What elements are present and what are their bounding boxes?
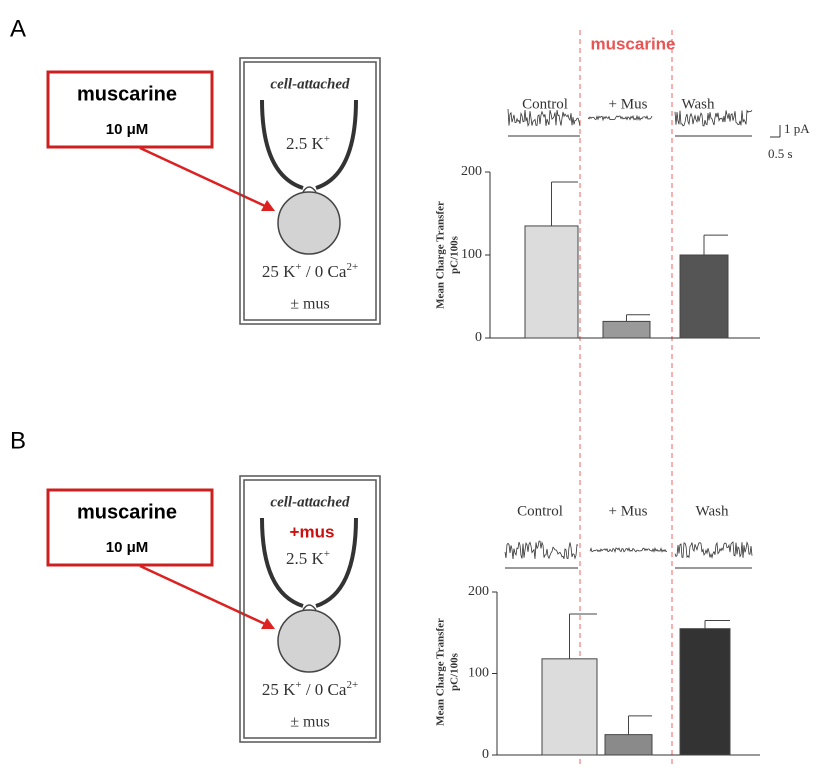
bar: [680, 629, 730, 755]
current-trace: [590, 548, 667, 552]
stimulus-dose: 10 μM: [106, 539, 149, 556]
bar: [680, 255, 728, 338]
current-trace: [588, 116, 652, 120]
diagram-title: cell-attached: [270, 494, 350, 510]
pipette-solution-part: +: [324, 548, 330, 560]
arrow: [140, 566, 265, 624]
category-label: Control: [517, 503, 563, 519]
y-axis-label: pC/100s: [449, 652, 461, 691]
y-tick-label: 100: [461, 247, 482, 262]
bar: [605, 735, 652, 755]
y-axis-label: Mean Charge Transfer: [435, 618, 447, 726]
category-label: Wash: [682, 96, 715, 112]
bath-solution-part: 2+: [346, 679, 358, 691]
marker-label: muscarine: [590, 34, 675, 53]
drug-label: ± mus: [290, 296, 329, 313]
current-trace: [505, 541, 578, 559]
pipette-drug: +mus: [290, 522, 335, 541]
patch: [303, 605, 316, 610]
stimulus-dose: 10 μM: [106, 121, 149, 138]
bar: [525, 226, 578, 338]
stimulus-name: muscarine: [77, 501, 177, 523]
pipette-solution-part: 2.5 K: [286, 134, 325, 153]
y-tick-label: 0: [482, 747, 489, 762]
pipette-solution: 2.5 K+: [286, 133, 330, 153]
category-label: + Mus: [609, 96, 648, 112]
panel-label: A: [10, 15, 26, 42]
category-label: Control: [522, 96, 568, 112]
scale-current: 1 pA: [784, 121, 810, 136]
y-tick-label: 0: [475, 330, 482, 345]
y-axis-label: Mean Charge Transfer: [435, 201, 447, 309]
bath-solution-part: 25 K: [262, 262, 296, 281]
pipette-solution: 2.5 K+: [286, 548, 330, 568]
stimulus-name: muscarine: [77, 83, 177, 105]
bath-solution: 25 K+ / 0 Ca2+: [262, 261, 358, 281]
panel-label: B: [10, 427, 26, 454]
pipette-solution-part: +: [324, 133, 330, 145]
y-axis-label: pC/100s: [449, 235, 461, 274]
pipette-solution-part: 2.5 K: [286, 549, 325, 568]
current-trace: [675, 110, 752, 126]
bar: [603, 321, 650, 338]
bar: [542, 659, 597, 755]
category-label: + Mus: [609, 503, 648, 519]
bath-solution-part: 2+: [346, 261, 358, 273]
drug-label: ± mus: [290, 714, 329, 731]
arrow: [140, 148, 265, 206]
diagram-box: [240, 58, 380, 324]
scale-time: 0.5 s: [768, 146, 793, 161]
bath-solution: 25 K+ / 0 Ca2+: [262, 679, 358, 699]
bath-solution-part: / 0 Ca: [302, 680, 347, 699]
patch: [303, 187, 316, 192]
y-tick-label: 200: [461, 164, 482, 179]
cell: [278, 610, 340, 672]
diagram-title: cell-attached: [270, 76, 350, 92]
bath-solution-part: 25 K: [262, 680, 296, 699]
y-tick-label: 200: [468, 584, 489, 599]
diagram-box: [240, 476, 380, 742]
category-label: Wash: [696, 503, 729, 519]
cell: [278, 192, 340, 254]
current-trace: [675, 542, 752, 558]
y-tick-label: 100: [468, 666, 489, 681]
figure: muscarine 1 pA 0.5 s Amuscarine 10 μM cell…: [0, 0, 831, 772]
bath-solution-part: / 0 Ca: [302, 262, 347, 281]
